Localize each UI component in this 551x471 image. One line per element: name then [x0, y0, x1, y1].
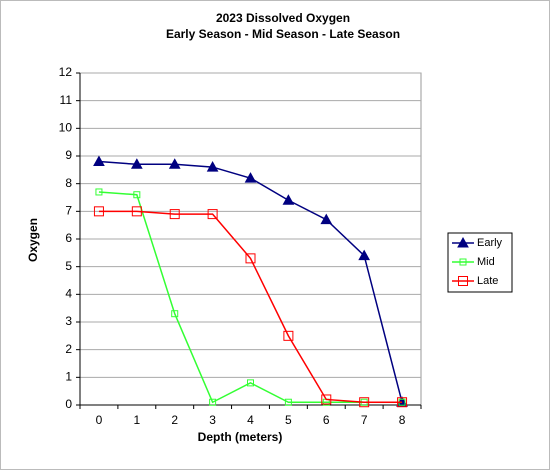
data-point: [320, 213, 333, 225]
data-point: [359, 397, 370, 408]
x-tick-label: 8: [399, 413, 406, 427]
y-tick-label: 4: [65, 287, 72, 301]
x-axis-label: Depth (meters): [198, 430, 283, 444]
data-point: [168, 158, 181, 169]
data-point: [206, 161, 219, 172]
data-point: [284, 398, 292, 406]
y-axis-label: Oxygen: [26, 218, 40, 262]
chart-subtitle: Early Season - Mid Season - Late Season: [166, 27, 400, 41]
data-point: [93, 155, 105, 167]
y-tick-label: 2: [65, 342, 72, 356]
data-point: [93, 206, 104, 217]
x-tick-label: 2: [171, 413, 178, 427]
y-tick-label: 5: [65, 259, 72, 273]
legend-label: Mid: [477, 256, 495, 268]
data-point: [247, 379, 254, 387]
data-point: [245, 253, 256, 264]
y-tick-label: 6: [65, 231, 72, 245]
y-tick-label: 0: [65, 397, 72, 411]
x-tick-label: 4: [247, 413, 254, 427]
x-tick-label: 7: [361, 413, 368, 427]
data-point: [95, 188, 103, 196]
chart-title: 2023 Dissolved Oxygen: [216, 11, 350, 25]
data-point: [358, 249, 371, 261]
x-tick-label: 5: [285, 413, 292, 427]
data-point: [130, 158, 143, 169]
data-point: [244, 172, 257, 183]
legend-label: Early: [477, 237, 503, 249]
legend-marker: [459, 258, 467, 266]
data-point: [171, 310, 179, 318]
data-point: [397, 397, 408, 408]
legend-marker: [457, 236, 469, 248]
legend-label: Late: [477, 275, 498, 287]
data-point: [207, 209, 218, 220]
y-tick-label: 1: [65, 370, 72, 384]
data-point: [131, 206, 142, 217]
x-tick-label: 1: [133, 413, 140, 427]
data-point: [209, 398, 217, 406]
x-tick-label: 3: [209, 413, 216, 427]
data-point: [321, 394, 332, 405]
legend-marker: [458, 276, 468, 286]
data-point: [169, 209, 180, 220]
y-tick-label: 12: [59, 65, 73, 79]
data-point: [282, 194, 295, 205]
y-tick-label: 10: [59, 121, 73, 135]
x-tick-label: 6: [323, 413, 330, 427]
series-line: [98, 191, 403, 404]
x-tick-label: 0: [96, 413, 103, 427]
series-line: [98, 210, 403, 403]
y-tick-label: 9: [65, 148, 72, 162]
y-tick-label: 3: [65, 314, 72, 328]
data-point: [133, 191, 141, 199]
y-tick-label: 8: [65, 176, 72, 190]
y-tick-label: 7: [65, 204, 72, 218]
y-tick-label: 11: [60, 93, 73, 107]
data-point: [283, 330, 294, 341]
